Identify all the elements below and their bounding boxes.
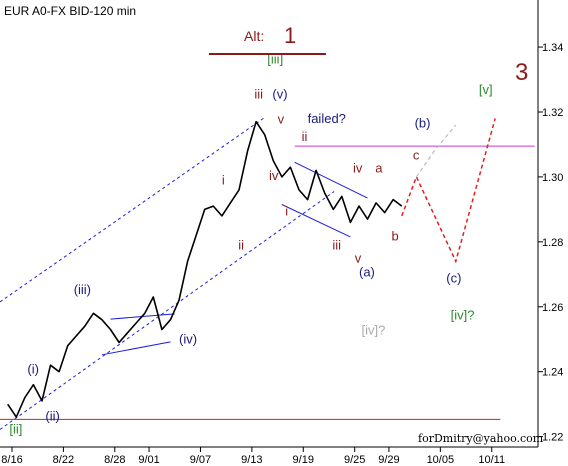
x-tick-label: 9/29 [378,454,399,466]
alt-label: Alt: [244,28,264,44]
wave-label: a [375,160,383,175]
wave-label: [iv]? [451,308,475,323]
wave-label: [ii] [9,421,22,436]
footer-email: forDmitry@yahoo.com [418,432,544,445]
wave-label: iv [269,168,279,183]
plot-background [0,0,538,447]
wave-label: b [392,229,399,244]
wave-label: ii [238,237,244,252]
correction-bottom [281,204,351,238]
big-wave-number: 3 [515,59,528,86]
wave-label: v [355,251,362,266]
wave-label: ii [302,129,308,144]
wave-label: [iv]? [362,323,386,338]
forecast-paths [401,118,496,264]
alt-number: 1 [284,23,296,48]
wedge-lower [101,341,171,356]
wave-label: (v) [272,86,287,101]
y-tick-label: 1.30 [542,172,563,184]
x-tick-label: 9/25 [344,454,365,466]
x-tick-label: 9/19 [293,454,314,466]
y-tick-label: 1.24 [542,367,563,379]
x-tick-label: 9/01 [138,454,159,466]
y-axis-ticks: 1.22 1.24 1.26 1.28 1.30 1.32 1.34 [538,42,563,444]
wave-label: c [413,148,420,163]
wave-label: (i) [27,362,39,377]
x-axis-ticks: 8/16 8/22 8/28 9/01 9/07 9/13 9/19 9/25 9/29 10/0… [1,447,505,466]
chart-title: EUR A0-FX BID-120 min [4,4,136,18]
wave-label: (a) [359,264,375,279]
x-tick-label: 8/16 [1,454,22,466]
y-tick-label: 1.22 [542,432,563,444]
wave-label: iii [332,238,341,253]
channel-lines [0,116,335,430]
wave-label: i [285,204,288,219]
wave-label: i [222,172,225,187]
wave-label: (b) [415,115,431,130]
x-tick-label: 8/28 [104,454,125,466]
wave-label: v [278,112,285,127]
correction-top [294,161,368,199]
wave-label: failed? [308,111,346,126]
y-tick-label: 1.32 [542,107,563,119]
wave-label: [iii] [267,52,283,67]
forecast-grey-path [415,124,457,178]
x-tick-label: 9/07 [190,454,211,466]
wave-label: (iv) [179,331,197,346]
wave-label: (c) [446,270,461,285]
level-lines [0,145,535,420]
wave-label: [v] [479,82,493,97]
x-tick-label: 10/05 [427,454,455,466]
price-line [7,120,403,418]
wave-label: iii [254,86,263,101]
x-tick-label: 9/13 [241,454,262,466]
channel-lower [0,191,335,430]
y-tick-label: 1.34 [542,42,563,54]
x-tick-label: 10/11 [478,454,505,466]
y-tick-label: 1.28 [542,237,563,249]
wave-label: iv [353,160,363,175]
wave-label: (ii) [45,408,59,423]
y-tick-label: 1.26 [542,302,563,314]
x-tick-label: 8/22 [53,454,74,466]
price-series [7,120,403,418]
wave-label: (iii) [74,282,91,297]
